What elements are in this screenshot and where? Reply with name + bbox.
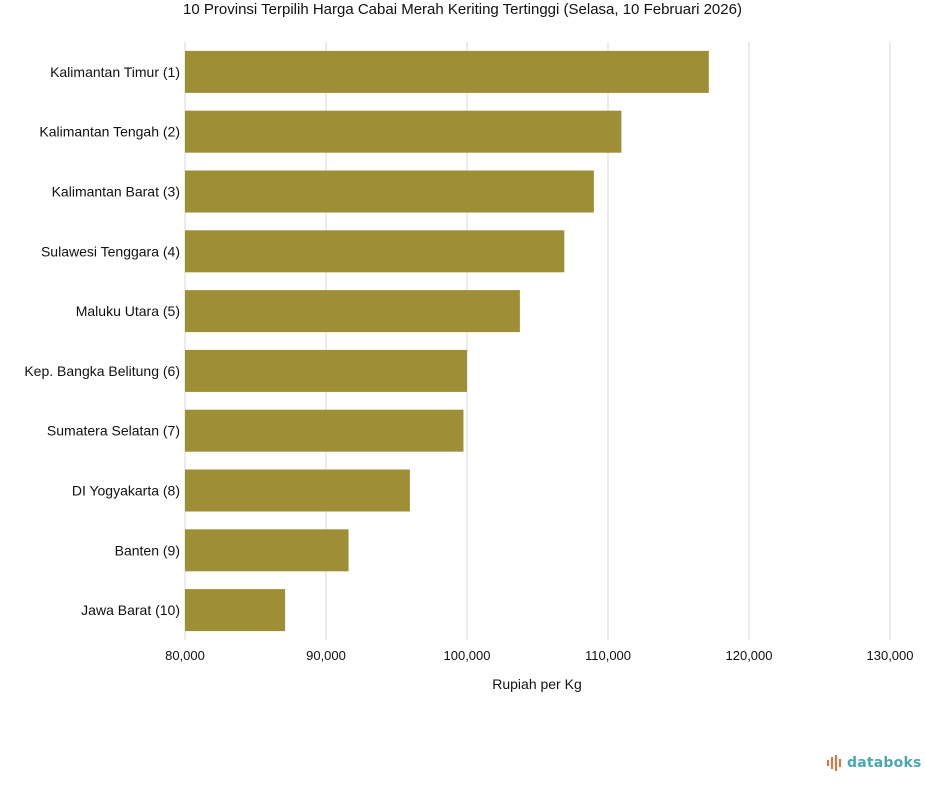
chart-title: 10 Provinsi Terpilih Harga Cabai Merah K… (183, 1, 742, 18)
category-label: Sumatera Selatan (7) (47, 423, 180, 439)
category-label: Kalimantan Barat (3) (52, 184, 180, 200)
bar (185, 529, 349, 572)
bar (185, 110, 622, 153)
bar (185, 290, 520, 333)
bars (185, 50, 709, 632)
x-tick-label: 90,000 (306, 648, 346, 663)
x-tick-label: 110,000 (585, 648, 631, 663)
x-tick-label: 100,000 (444, 648, 491, 663)
category-label: Kalimantan Timur (1) (50, 64, 180, 80)
bar (185, 349, 467, 392)
bar (185, 170, 594, 213)
x-tick-label: 80,000 (165, 648, 205, 663)
bar (185, 469, 410, 512)
x-axis-ticks: 80,000 90,000 100,000 110,000 120,000 130,000 (165, 648, 913, 663)
bar (185, 409, 464, 452)
category-label: DI Yogyakarta (8) (72, 483, 180, 499)
bar (185, 230, 565, 273)
category-label: Banten (9) (115, 542, 180, 558)
bar (185, 50, 709, 93)
databoks-logo-icon (827, 755, 841, 771)
category-label: Kalimantan Tengah (2) (39, 124, 180, 140)
category-label: Sulawesi Tenggara (4) (41, 243, 180, 259)
category-label: Maluku Utara (5) (76, 303, 180, 319)
databoks-brand-text: databoks (847, 755, 922, 771)
bar (185, 589, 286, 632)
category-label: Kep. Bangka Belitung (6) (24, 363, 180, 379)
x-axis-title: Rupiah per Kg (492, 676, 582, 692)
category-label: Jawa Barat (10) (81, 602, 180, 618)
x-tick-label: 120,000 (726, 648, 773, 663)
databoks-brand: databoks (826, 753, 922, 773)
x-tick-label: 130,000 (867, 648, 914, 663)
category-labels: Kalimantan Timur (1) Kalimantan Tengah (2… (24, 64, 180, 618)
